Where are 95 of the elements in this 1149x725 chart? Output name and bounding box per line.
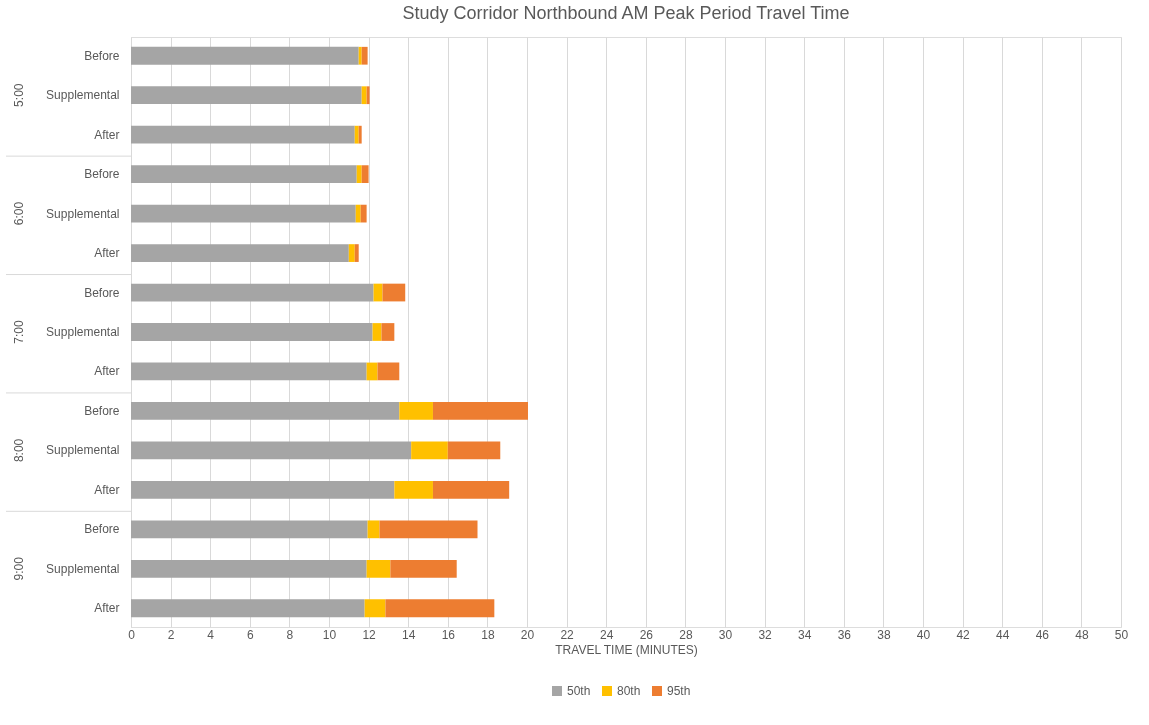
x-tick-label: 38 <box>877 627 891 642</box>
bar <box>131 46 359 65</box>
bar <box>358 125 362 144</box>
x-tick-label: 46 <box>1035 627 1050 642</box>
bar <box>131 402 400 420</box>
x-tick-label: 14 <box>402 627 416 642</box>
bar <box>379 520 478 539</box>
bar <box>131 283 374 302</box>
bar <box>131 441 412 460</box>
y-tick-label: Supplemental <box>46 443 120 458</box>
bar <box>447 441 501 460</box>
legend-label: 50th <box>567 684 591 698</box>
x-tick-label: 24 <box>600 627 614 642</box>
x-tick-label: 34 <box>798 627 812 642</box>
x-tick-label: 26 <box>639 627 654 642</box>
x-tick-label: 8 <box>286 627 294 642</box>
bar <box>361 86 367 105</box>
y-tick-label: After <box>94 601 120 616</box>
bar <box>399 402 433 420</box>
y-tick-label: Before <box>84 522 120 537</box>
bar <box>432 480 510 499</box>
bar <box>394 480 433 499</box>
x-tick-label: 44 <box>996 627 1010 642</box>
text: 6:00 <box>12 201 26 226</box>
x-tick-label: 4 <box>207 627 215 642</box>
bar <box>361 46 368 65</box>
x-tick-label: 20 <box>520 627 535 642</box>
bar <box>364 599 386 618</box>
bar <box>360 204 367 223</box>
legend-label: 95th <box>667 684 691 698</box>
bar <box>411 441 448 460</box>
bar <box>131 362 367 381</box>
x-tick-label: 22 <box>560 627 575 642</box>
x-tick-label: 12 <box>362 627 377 642</box>
chart-title: Study Corridor Northbound AM Peak Period Travel Time <box>402 3 850 23</box>
text: 5:00 <box>12 83 26 107</box>
bar <box>366 86 370 105</box>
y-tick-label: Supplemental <box>46 206 120 221</box>
y-tick-label: Supplemental <box>46 325 120 339</box>
x-tick-label: 36 <box>837 627 852 642</box>
x-tick-label: 48 <box>1075 627 1089 642</box>
bar <box>348 244 355 262</box>
x-axis-title: TRAVEL TIME (MINUTES) <box>555 642 698 657</box>
bar <box>366 559 391 578</box>
x-tick-label: 30 <box>718 627 733 642</box>
bar <box>354 125 359 144</box>
bar <box>385 599 495 618</box>
y-tick-label: Supplemental <box>46 561 120 576</box>
bar <box>372 323 382 341</box>
bar <box>131 599 365 618</box>
text: 8:00 <box>12 438 26 463</box>
y-tick-label: Before <box>84 48 120 63</box>
bar <box>131 559 367 578</box>
bar <box>131 204 356 223</box>
bar <box>131 323 373 341</box>
bar <box>131 165 357 184</box>
bar <box>356 165 362 184</box>
text: 7:00 <box>12 320 26 344</box>
bar <box>131 520 368 539</box>
x-tick-label: 18 <box>481 627 495 642</box>
x-tick-label: 6 <box>246 627 254 642</box>
legend-label: 80th <box>617 684 641 698</box>
bar <box>131 125 355 144</box>
bar <box>131 244 349 262</box>
y-tick-label: Before <box>84 167 120 182</box>
x-tick-label: 40 <box>916 627 931 642</box>
y-tick-label: Before <box>84 403 120 418</box>
text: 9:00 <box>12 556 26 581</box>
y-tick-label: After <box>94 127 120 142</box>
x-tick-label: 28 <box>679 627 693 642</box>
y-tick-label: Supplemental <box>46 88 120 103</box>
y-tick-label: After <box>94 482 120 497</box>
bar <box>382 283 406 302</box>
bar <box>390 559 457 578</box>
x-tick-label: 42 <box>956 627 971 642</box>
y-tick-label: Before <box>84 285 120 300</box>
x-tick-label: 50 <box>1114 627 1129 642</box>
bar <box>366 362 378 381</box>
x-tick-label: 16 <box>441 627 456 642</box>
y-tick-label: After <box>94 364 120 379</box>
bar <box>381 323 395 341</box>
x-tick-label: 10 <box>322 627 337 642</box>
bar <box>354 244 359 262</box>
x-tick-label: 0 <box>128 627 136 642</box>
bar <box>358 46 362 65</box>
bar <box>361 165 369 184</box>
bar <box>367 520 380 539</box>
bar <box>432 402 528 420</box>
x-tick-label: 2 <box>167 627 175 642</box>
x-tick-label: 32 <box>758 627 773 642</box>
bar <box>377 362 400 381</box>
bar <box>131 480 395 499</box>
bar <box>355 204 361 223</box>
y-tick-label: After <box>94 246 120 261</box>
bar <box>131 86 362 105</box>
